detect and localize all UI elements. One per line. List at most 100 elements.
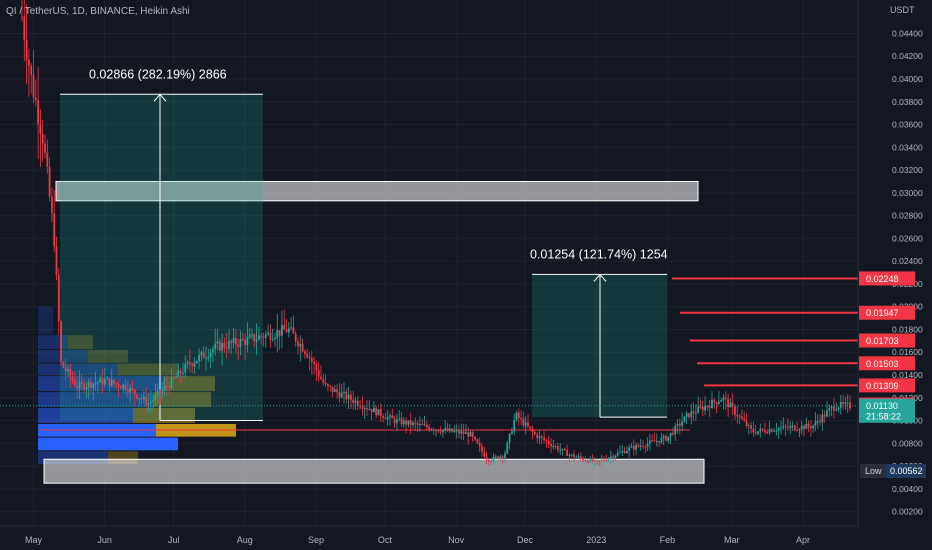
candle-body [212,349,214,353]
candle-body [336,389,338,393]
candle-body [414,422,417,424]
chart-title[interactable]: QI / TetherUS, 1D, BINANCE, Heikin Ashi [6,6,190,17]
candle-body [97,382,99,384]
candle-body [784,425,787,427]
candle-body [483,451,486,457]
measure-label: 0.02866 (282.19%) 2866 [89,67,227,81]
candle-body [494,456,497,458]
candle-body [538,436,541,439]
candle-body [34,97,37,101]
candle-body [299,343,302,347]
candle-body [563,448,566,451]
candle-body [304,351,306,354]
resistance-zone[interactable] [55,180,699,202]
candle-body [550,443,552,447]
measure-box[interactable] [60,94,263,421]
candle-body [428,427,430,430]
measure-tools[interactable]: 0.02866 (282.19%) 2866 0.01254 (121.74%) … [40,67,690,431]
price-tick: 0.04400 [892,28,923,38]
low-marker: Low 0.00562 [860,464,926,478]
candle-body [787,426,789,428]
price-tick: 0.03800 [892,97,923,107]
candle-body [126,389,129,393]
candle-body [327,384,329,386]
candle-body [665,436,667,441]
candle-body [722,397,725,401]
time-label: Dec [517,535,534,545]
candle-body [129,387,131,393]
candle-body [90,381,92,388]
candle-body [292,327,295,334]
candle-body [366,407,368,410]
candle-body [566,450,568,457]
candles [21,0,851,468]
candle-body [244,339,246,345]
candle-body [48,166,51,197]
candle-body [409,420,412,426]
candle-body [276,330,279,338]
candle-body [701,406,704,411]
candle-body [281,325,283,336]
candle-body [184,363,187,373]
candle-body [202,352,205,358]
candle-body [731,403,734,407]
volume-bar-poc [68,335,93,349]
candle-body [322,378,325,383]
candle-body [720,400,723,402]
candle-body [515,412,518,420]
candle-body [361,406,364,409]
candle-body [830,406,833,409]
volume-bar [38,408,133,423]
candle-body [766,432,769,434]
price-tag-lines[interactable] [672,277,858,387]
candle-body [62,362,65,368]
candle-body [819,421,821,423]
candle-body [87,381,90,388]
candle-body [283,325,286,330]
candle-body [124,384,127,390]
time-axis-labels[interactable]: May Jun Jul Aug Sep Oct Nov Dec 2023 Feb Mar Apr [25,535,810,545]
candle-body [839,402,842,408]
candle-body [138,398,141,400]
candle-body [264,334,267,338]
candle-body [39,124,42,134]
candle-body [421,424,424,426]
candle-body [152,399,154,402]
candle-body [306,353,309,358]
candle-body [182,372,184,374]
price-axis-currency: USDT [890,5,915,15]
candle-body [462,431,465,434]
price-tag: 0.01947 [866,308,899,318]
current-price-box [859,398,915,423]
candle-body [711,399,713,408]
candle-body [239,338,242,347]
candle-body [78,381,81,389]
support-zone[interactable] [43,458,705,484]
time-label: Feb [660,535,676,545]
price-tag: 0.02248 [866,274,899,284]
candle-body [46,152,49,167]
candle-body [297,341,299,347]
candle-body [476,439,479,444]
price-tag: 0.01503 [866,359,899,369]
candle-body [110,379,113,386]
candle-body [637,445,640,447]
candle-body [317,370,320,377]
candle-body [57,275,60,322]
candle-body [833,406,835,411]
candle-body [205,357,207,359]
candle-body [74,380,76,386]
zones[interactable] [43,180,705,484]
candle-body [603,459,605,461]
candle-body [60,321,62,363]
candle-body [743,418,746,421]
candle-body [331,386,334,392]
candle-body [108,378,111,386]
candle-body [531,428,534,433]
candle-body [419,424,421,426]
candle-body [83,383,85,390]
candle-body [621,450,624,452]
candle-body [400,418,403,425]
candle-body [198,355,200,361]
